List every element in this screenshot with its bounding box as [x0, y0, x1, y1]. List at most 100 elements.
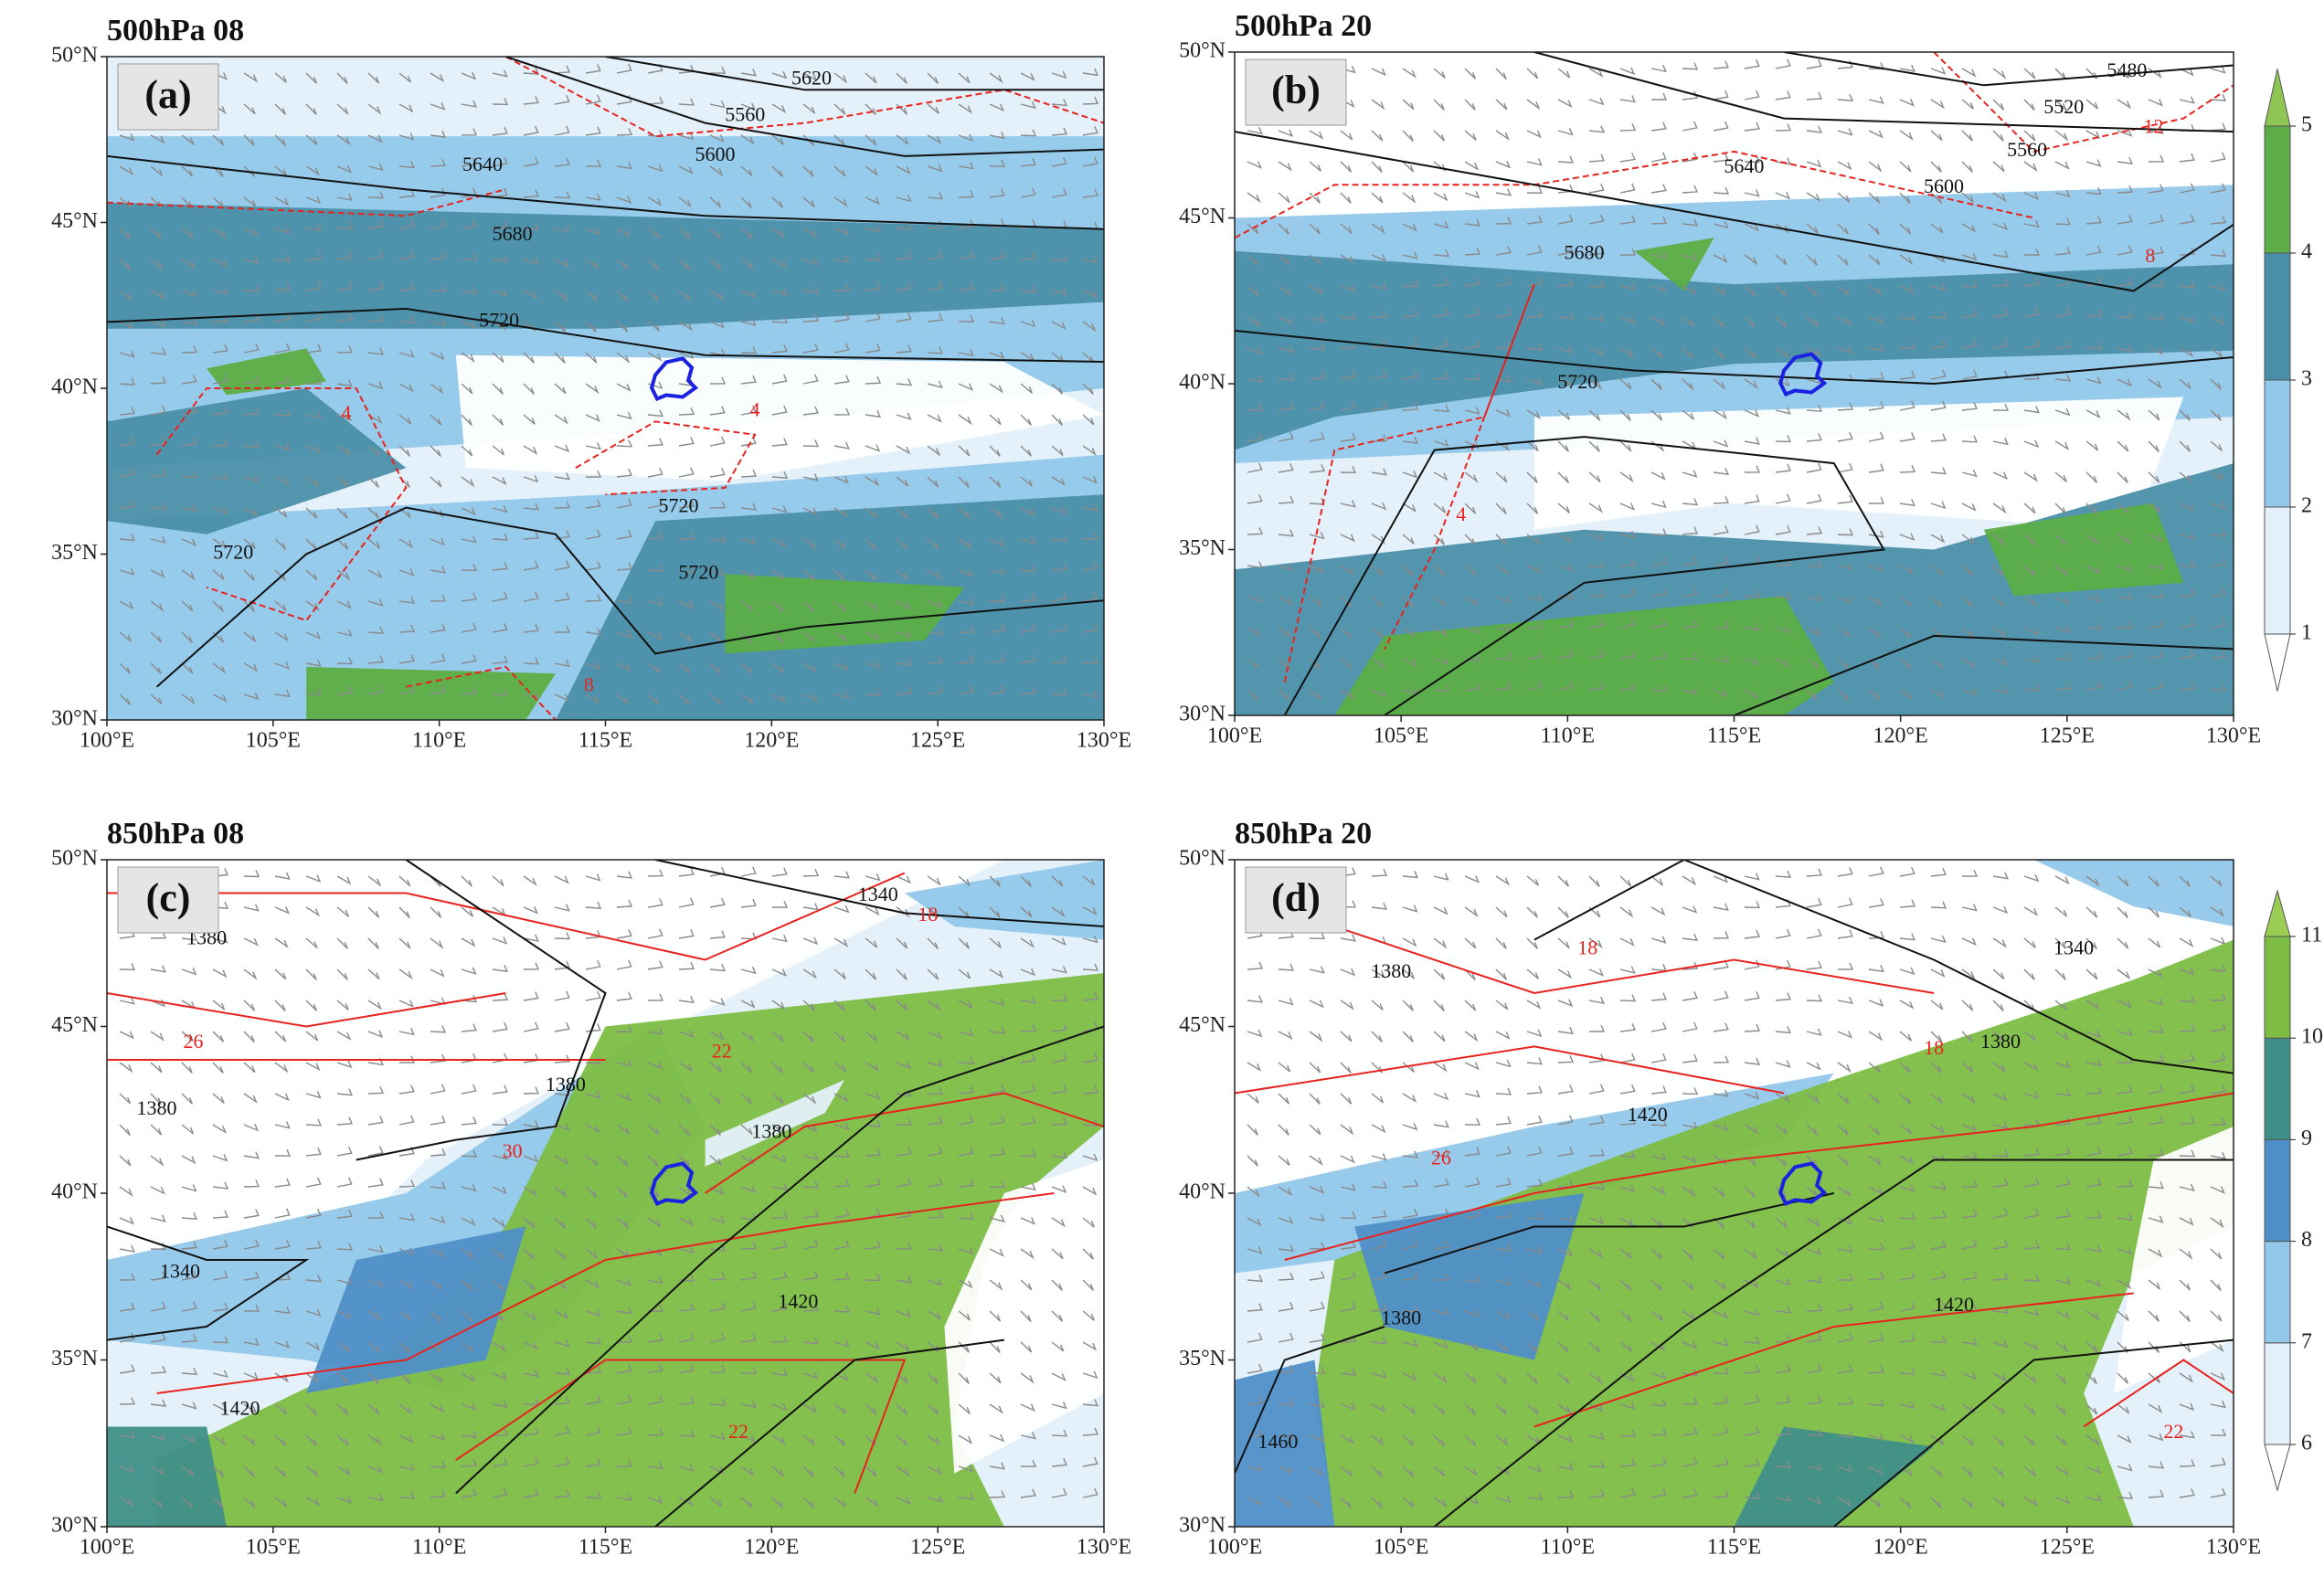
- wind-barb: [1650, 64, 1667, 73]
- wind-barb: [2054, 407, 2071, 417]
- wind-barb: [1650, 906, 1666, 916]
- wind-barb: [1020, 1310, 1032, 1322]
- wind-barb: [2054, 471, 2067, 482]
- wind-barb: [1837, 1497, 1852, 1508]
- y-tick-label: 35°N: [1179, 536, 1226, 560]
- wind-barb: [647, 1155, 659, 1167]
- wind-barb: [647, 498, 663, 509]
- wind-barb: [2117, 1247, 2133, 1255]
- wind-barb: [119, 227, 131, 239]
- wind-barb: [1992, 1000, 2004, 1011]
- wind-barb: [1247, 1029, 1263, 1038]
- wind-barb: [1620, 558, 1637, 566]
- wind-barb: [1433, 534, 1445, 545]
- wind-barb: [1961, 565, 1974, 577]
- wind-barb: [2117, 1464, 2133, 1472]
- wind-barb: [1309, 130, 1324, 140]
- wind-barb: [616, 439, 633, 448]
- wind-barb: [336, 1465, 351, 1476]
- wind-barb: [1775, 1060, 1791, 1068]
- wind-barb: [2023, 1434, 2035, 1446]
- wind-barb: [1464, 682, 1481, 691]
- wind-barb: [212, 406, 228, 416]
- wind-barb: [1899, 254, 1914, 266]
- wind-barb: [927, 1465, 942, 1476]
- wind-barb: [243, 968, 258, 980]
- wind-barb: [1464, 1372, 1477, 1384]
- wind-barb: [1557, 1248, 1573, 1257]
- wind-barb: [958, 654, 974, 664]
- wind-barb: [1775, 992, 1791, 1001]
- wind-barb: [1309, 932, 1326, 940]
- wind-barb: [150, 468, 166, 478]
- wind-barb: [1495, 906, 1508, 918]
- wind-barb: [523, 657, 540, 665]
- wind-barb: [430, 1248, 445, 1258]
- wind-barb: [865, 312, 881, 323]
- y-tick-label: 40°N: [1179, 371, 1226, 395]
- wind-barb: [1837, 161, 1852, 171]
- wind-barb: [2179, 471, 2192, 482]
- wind-barb: [305, 874, 322, 883]
- wind-barb: [1775, 591, 1792, 599]
- wind-barb: [2085, 1000, 2100, 1010]
- wind-barb: [1020, 414, 1032, 426]
- wind-barb: [1806, 1217, 1820, 1228]
- wind-barb: [2210, 965, 2226, 973]
- wind-barb: [1682, 587, 1698, 598]
- wind-barb: [1340, 466, 1357, 474]
- wind-barb: [2148, 1279, 2161, 1290]
- wind-barb: [1309, 1497, 1321, 1508]
- wind-barb: [2054, 1209, 2071, 1219]
- wind-barb: [1682, 1155, 1697, 1164]
- wind-barb: [771, 505, 788, 513]
- wind-barb: [709, 866, 726, 877]
- wind-barb: [1992, 1434, 2004, 1446]
- wind-barb: [958, 538, 972, 550]
- contour-label: 1460: [1258, 1430, 1298, 1453]
- contour-line: [605, 57, 1104, 91]
- wind-barb: [865, 1403, 877, 1415]
- wind-barb: [1247, 285, 1259, 297]
- wind-barb: [1806, 689, 1818, 701]
- wind-barb: [616, 290, 628, 302]
- wind-barb: [1371, 627, 1384, 639]
- wind-barb: [989, 445, 1001, 457]
- wind-barb: [119, 1465, 135, 1474]
- wind-barb: [461, 320, 477, 329]
- wind-barb: [833, 1031, 845, 1042]
- wind-barb: [1619, 281, 1636, 291]
- wind-barb: [647, 259, 659, 270]
- wind-barb: [1495, 534, 1508, 545]
- wind-barb: [740, 375, 757, 385]
- wind-barb: [181, 165, 194, 177]
- wind-barb: [398, 507, 411, 519]
- wind-barb: [243, 1239, 260, 1250]
- colorbar-segment: [2264, 125, 2291, 254]
- wind-barb: [2085, 1116, 2102, 1126]
- wind-barb: [927, 280, 943, 291]
- wind-barb: [958, 1029, 974, 1037]
- wind-barb: [1526, 1029, 1543, 1038]
- wind-barb: [1588, 1248, 1603, 1259]
- wind-barb: [274, 600, 287, 612]
- wind-barb: [958, 968, 971, 979]
- wind-barb: [1744, 1492, 1761, 1500]
- wind-barb: [2210, 1341, 2224, 1353]
- wind-barb: [1340, 1434, 1355, 1445]
- wind-barb: [1992, 161, 2005, 173]
- wind-barb: [2148, 562, 2164, 570]
- wind-barb: [1992, 534, 2005, 545]
- wind-barb: [678, 662, 691, 674]
- wind-barb: [461, 286, 477, 294]
- wind-barb: [1992, 503, 2007, 514]
- wind-barb: [1402, 871, 1419, 879]
- wind-barb: [461, 1248, 474, 1259]
- wind-barb: [802, 1497, 814, 1508]
- contour-label: 18: [1577, 936, 1597, 959]
- wind-barb: [1868, 866, 1884, 877]
- wind-barb: [1682, 1121, 1698, 1129]
- wind-barb: [709, 897, 726, 908]
- wind-barb: [119, 407, 135, 416]
- wind-barb: [2148, 681, 2164, 691]
